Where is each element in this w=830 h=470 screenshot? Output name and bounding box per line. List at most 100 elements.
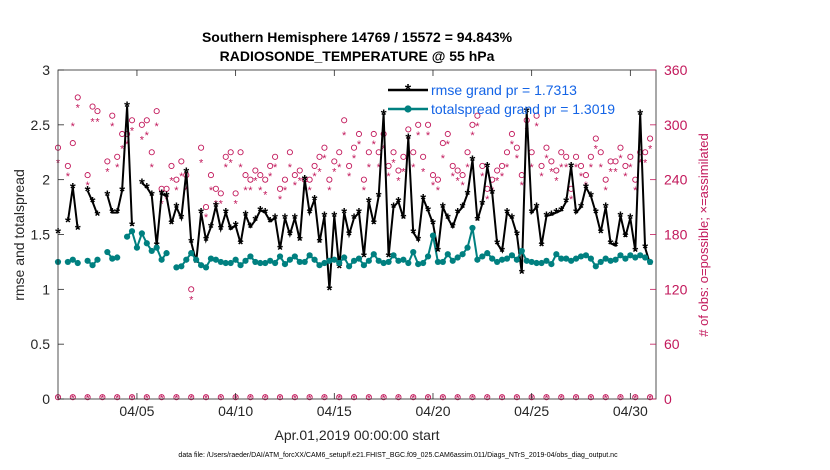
totalspread-point (128, 228, 136, 235)
obs-assimilated-point: * (238, 162, 243, 174)
y-tick-label: 1.5 (31, 227, 51, 243)
rmse-point: * (558, 203, 564, 220)
rmse-point: * (627, 211, 633, 228)
obs-assimilated-point: * (554, 176, 559, 188)
rmse-point: * (336, 260, 342, 277)
totalspread-point (69, 256, 76, 263)
obs-assimilated-point: * (480, 171, 485, 183)
rmse-point: * (208, 219, 214, 236)
obs-assimilated-point: * (71, 121, 76, 133)
obs-possible-point (617, 144, 624, 151)
totalspread-point (133, 244, 141, 251)
obs-assimilated-point: * (327, 185, 332, 197)
totalspread-point (158, 256, 165, 263)
rmse-point: * (366, 194, 372, 211)
obs-possible-flat-point (306, 394, 313, 401)
obs-possible-point (94, 108, 101, 115)
rmse-point: * (173, 200, 179, 217)
rmse-point: * (119, 183, 125, 200)
obs-assimilated-point: * (426, 130, 431, 142)
rmse-point: * (361, 249, 367, 266)
rmse-point: * (95, 207, 101, 224)
rmse-point: * (460, 200, 466, 217)
obs-possible-flat-point (217, 394, 224, 401)
obs-possible-point (543, 144, 550, 151)
obs-assimilated-point: * (475, 121, 480, 133)
totalspread-point (336, 259, 343, 267)
obs-assimilated-point: * (105, 167, 110, 179)
obs-possible-point (390, 149, 397, 156)
totalspread-point (523, 257, 530, 264)
obs-assimilated-point: * (549, 167, 554, 179)
obs-possible-point (276, 185, 284, 192)
obs-possible-point (311, 162, 318, 170)
obs-assimilated-point: * (623, 171, 628, 183)
obs-assimilated-point: * (332, 167, 337, 179)
rmse-point: * (287, 227, 293, 244)
obs-possible-point (587, 153, 594, 160)
totalspread-point (84, 257, 91, 264)
totalspread-point (148, 247, 155, 255)
totalspread-point (390, 252, 397, 259)
obs-possible-flat-point (439, 394, 446, 401)
obs-possible-point (370, 130, 377, 138)
obs-assimilated-point: * (544, 153, 549, 165)
totalspread-point (474, 256, 481, 263)
obs-possible-flat-point (380, 394, 387, 401)
x-tick-label: 04/25 (514, 403, 549, 419)
obs-possible-point (212, 185, 219, 192)
rmse-point: * (90, 194, 96, 211)
obs-assimilated-point: * (307, 185, 312, 197)
obs-assimilated-point: * (214, 199, 219, 211)
rmse-point: * (573, 205, 579, 222)
rmse-point: * (509, 211, 515, 228)
obs-possible-point (153, 108, 160, 115)
obs-assimilated-point: * (140, 135, 145, 147)
totalspread-point (306, 252, 313, 259)
obs-possible-flat-point (69, 394, 76, 401)
obs-possible-point (202, 204, 210, 211)
totalspread-point (602, 255, 609, 262)
rmse-point: * (198, 205, 204, 222)
obs-possible-point (627, 153, 634, 160)
obs-possible-point (573, 153, 580, 160)
obs-possible-point (237, 149, 244, 156)
obs-possible-point (242, 172, 249, 179)
totalspread-point (326, 257, 333, 264)
rmse-point: * (292, 211, 298, 228)
obs-possible-point (138, 121, 145, 128)
totalspread-point (577, 253, 585, 260)
legend-totalspread-marker (404, 105, 412, 113)
totalspread-point (286, 256, 293, 263)
y2-tick-label: 120 (664, 281, 688, 297)
obs-possible-point (207, 172, 215, 179)
x-tick-label: 04/30 (613, 403, 648, 419)
obs-assimilated-point: * (569, 194, 574, 206)
totalspread-point (479, 253, 486, 260)
rmse-point: * (548, 207, 554, 224)
totalspread-point (617, 252, 624, 259)
rmse-point: * (593, 205, 599, 222)
rmse-point: * (632, 243, 638, 260)
totalspread-point (528, 258, 535, 266)
obs-possible-flat-point (202, 394, 210, 401)
obs-assimilated-point: * (352, 153, 357, 165)
rmse-point: * (331, 208, 337, 225)
rmse-point: * (381, 106, 387, 123)
rmse-point: * (65, 214, 71, 231)
totalspread-point (163, 250, 170, 257)
x-tick-label: 04/05 (119, 403, 154, 419)
rmse-point: * (405, 130, 411, 147)
rmse-point: * (489, 185, 495, 202)
axis-ticks: 04/05 04/10 04/15 04/20 04/25 04/30 0 0.5 1 1.5 2 2… (31, 62, 688, 419)
totalspread-point (178, 263, 185, 270)
obs-assimilated-point: * (386, 171, 391, 183)
chart-title-line2: RADIOSONDE_TEMPERATURE @ 55 hPa (220, 48, 495, 64)
obs-possible-point (434, 176, 441, 183)
totalspread-point (188, 250, 195, 257)
obs-possible-point (563, 153, 570, 160)
obs-possible-point (252, 167, 259, 174)
obs-assimilated-point: * (110, 121, 115, 133)
rmse-point: * (455, 205, 461, 222)
obs-possible-flat-point (647, 394, 654, 401)
